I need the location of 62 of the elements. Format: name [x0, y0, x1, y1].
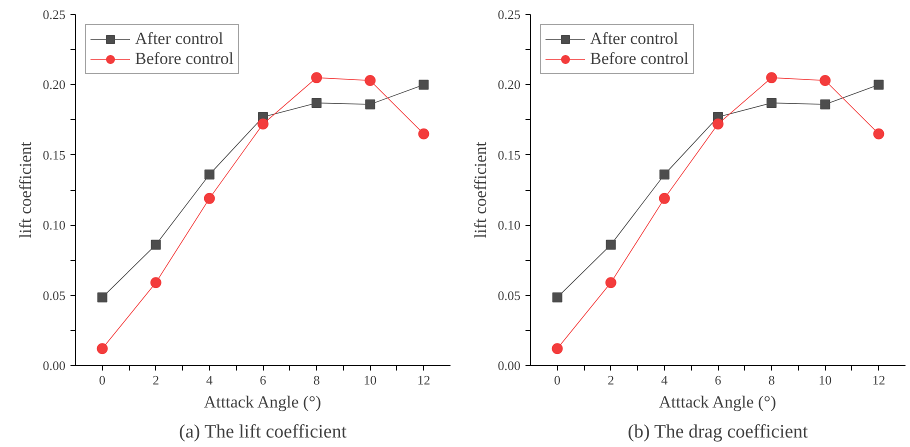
- point: [204, 192, 215, 204]
- x-tick-label: 4: [661, 372, 668, 388]
- point: [204, 170, 214, 180]
- y-tick-label: 0.05: [42, 288, 66, 303]
- y-tick-label: 0.15: [498, 147, 520, 162]
- x-tick-label: 2: [152, 372, 160, 388]
- point: [766, 72, 778, 84]
- point: [258, 118, 268, 130]
- y-axis-title: lift coefficient: [470, 142, 490, 238]
- point: [418, 80, 429, 90]
- y-tick-label: 0.20: [498, 77, 520, 92]
- x-tick-label: 0: [554, 372, 561, 388]
- legend-label: After control: [590, 29, 678, 49]
- x-tick-label: 0: [99, 372, 106, 388]
- y-tick-label: 0.10: [498, 218, 520, 233]
- point: [659, 170, 670, 180]
- x-axis-title: Atttack Angle (°): [658, 392, 776, 412]
- legend-label: Before control: [135, 49, 234, 69]
- point: [311, 72, 322, 84]
- point: [150, 240, 161, 250]
- y-tick-label: 0.25: [498, 7, 520, 22]
- x-tick-label: 8: [313, 372, 320, 388]
- x-tick-label: 2: [608, 372, 614, 388]
- point: [552, 292, 562, 302]
- y-tick-label: 0.10: [42, 218, 66, 233]
- point: [552, 343, 563, 354]
- point: [96, 343, 108, 354]
- point: [874, 80, 884, 90]
- point: [873, 128, 884, 140]
- y-axis-title: lift coefficient: [16, 142, 35, 238]
- point: [97, 292, 108, 302]
- legend-label: Before control: [590, 49, 689, 69]
- point: [820, 99, 830, 110]
- x-tick-label: 4: [206, 372, 214, 388]
- x-tick-label: 12: [417, 372, 430, 388]
- y-tick-label: 0.20: [42, 77, 66, 92]
- x-tick-label: 8: [768, 372, 775, 388]
- x-tick-label: 6: [260, 372, 267, 388]
- y-tick-label: 0.25: [42, 7, 66, 22]
- x-tick-label: 10: [818, 372, 832, 388]
- y-tick-label: 0.00: [498, 358, 520, 373]
- point: [150, 277, 162, 288]
- point: [606, 240, 616, 250]
- y-tick-label: 0.15: [42, 147, 66, 162]
- y-tick-label: 0.00: [42, 358, 66, 373]
- point: [312, 98, 322, 108]
- text: (a) The lift coefficient: [179, 422, 348, 442]
- point: [418, 128, 430, 140]
- point: [658, 192, 670, 204]
- point: [766, 98, 777, 108]
- x-tick-label: 10: [364, 372, 377, 388]
- x-tick-label: 6: [714, 372, 722, 388]
- point: [605, 277, 616, 288]
- point: [364, 75, 376, 86]
- x-axis-title: Atttack Angle (°): [204, 392, 322, 412]
- x-tick-label: 12: [872, 372, 886, 388]
- text: (b) The drag coefficient: [628, 422, 809, 442]
- point: [365, 99, 376, 110]
- point: [820, 75, 831, 86]
- point: [712, 118, 724, 130]
- y-tick-label: 0.05: [498, 288, 520, 303]
- legend-label: After control: [135, 29, 224, 49]
